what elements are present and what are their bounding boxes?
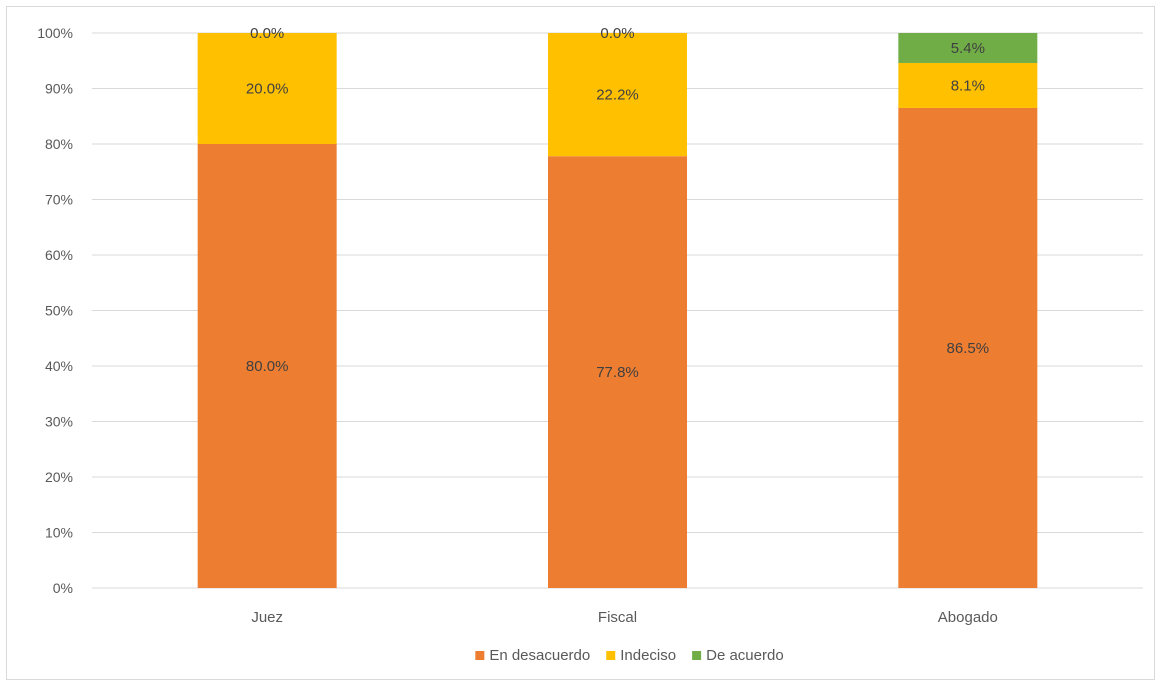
data-label: 20.0% <box>246 81 289 98</box>
bar-segment <box>197 144 337 588</box>
y-tick-label: 80% <box>45 136 73 152</box>
y-tick-label: 90% <box>45 81 73 97</box>
legend-label: Indeciso <box>620 647 676 664</box>
x-category-label: Fiscal <box>598 609 637 626</box>
data-label: 8.1% <box>951 77 985 94</box>
data-label: 80.0% <box>246 358 289 375</box>
x-axis-categories: Juez Fiscal Abogado <box>251 609 998 626</box>
legend-swatch <box>606 651 616 660</box>
y-tick-label: 30% <box>45 414 73 430</box>
legend-swatch <box>475 651 485 660</box>
bars <box>197 33 1038 589</box>
y-tick-label: 50% <box>45 303 73 319</box>
y-tick-label: 100% <box>37 25 73 41</box>
y-tick-label: 20% <box>45 469 73 485</box>
data-label: 86.5% <box>947 340 990 357</box>
y-tick-label: 10% <box>45 525 73 541</box>
data-label: 0.0% <box>250 25 284 42</box>
data-label: 22.2% <box>596 87 639 104</box>
data-label: 77.8% <box>596 364 639 381</box>
bar-segment <box>548 156 687 588</box>
data-label: 0.0% <box>600 25 634 42</box>
bar-segment <box>898 33 1038 63</box>
bar-segment <box>898 62 1038 108</box>
y-axis-ticks: 0% 10% 20% 30% 40% 50% 60% 70% 80% 90% 100% <box>37 25 73 596</box>
legend: En desacuerdo Indeciso De acuerdo <box>475 647 784 664</box>
y-tick-label: 60% <box>45 247 73 263</box>
y-tick-label: 40% <box>45 358 73 374</box>
legend-swatch <box>692 651 702 660</box>
y-tick-label: 0% <box>53 580 73 596</box>
x-category-label: Abogado <box>938 609 998 626</box>
legend-label: De acuerdo <box>706 647 784 664</box>
y-tick-label: 70% <box>45 192 73 208</box>
bar-segment <box>548 33 687 157</box>
data-label: 5.4% <box>951 40 985 57</box>
legend-label: En desacuerdo <box>489 647 590 664</box>
x-category-label: Juez <box>251 609 283 626</box>
bar-segment <box>197 33 337 144</box>
data-labels: 80.0% 20.0% 0.0% 77.8% 22.2% 0.0% 86.5% 8.1% 5.4… <box>246 25 989 381</box>
bar-segment <box>898 107 1038 589</box>
